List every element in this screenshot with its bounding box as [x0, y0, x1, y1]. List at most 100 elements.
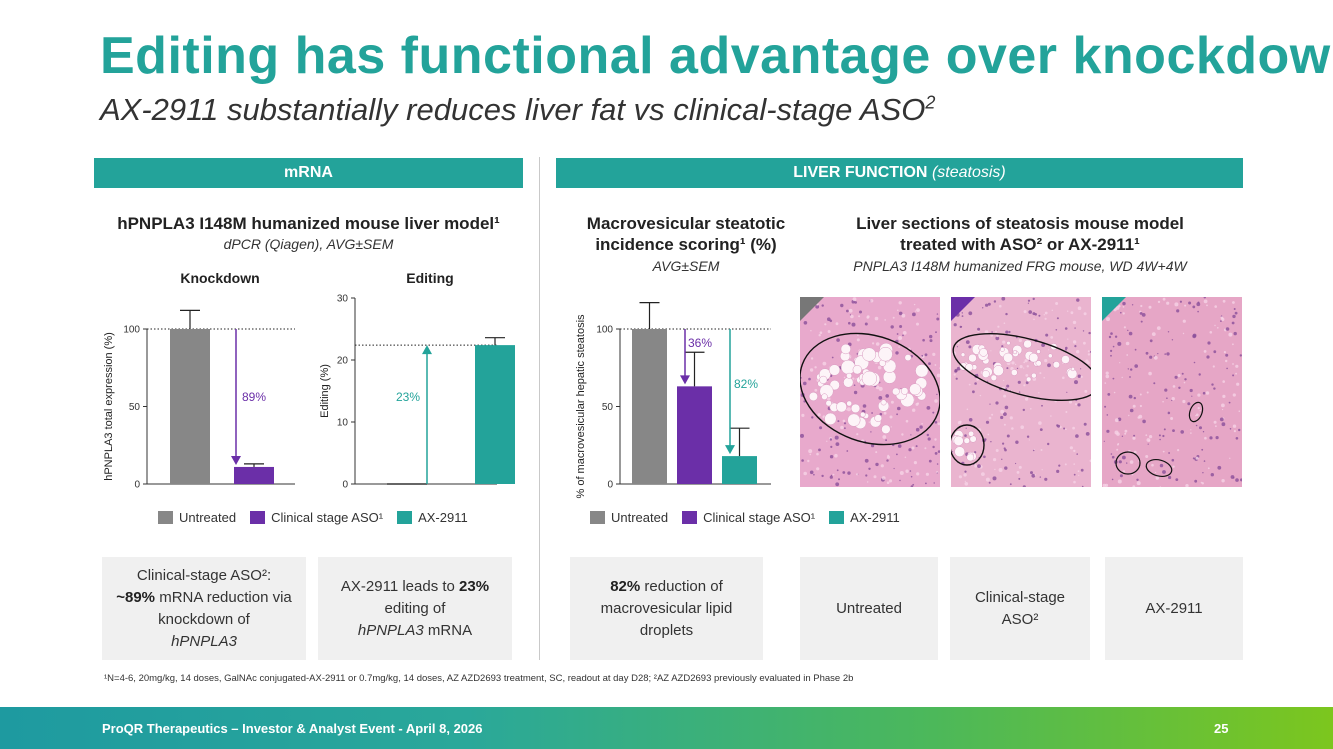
mrna-panel-subtitle: dPCR (Qiagen), AVG±SEM [223, 236, 394, 252]
tissue-speck [1043, 314, 1045, 316]
tissue-speck [1204, 436, 1207, 440]
tissue-speck [925, 472, 929, 476]
tissue-speck [827, 317, 831, 321]
tissue-speck [990, 350, 992, 352]
tissue-speck [1219, 417, 1224, 422]
tissue-speck [873, 475, 877, 479]
tissue-speck [875, 342, 880, 346]
editing-summary-text: AX-2911 leads to 23% editing of hPNPLA3 m… [341, 576, 489, 642]
tissue-speck [878, 386, 883, 391]
tissue-speck [1077, 470, 1080, 473]
tissue-speck [801, 413, 805, 417]
tissue-speck [997, 325, 1000, 328]
tissue-speck [963, 473, 967, 477]
tissue-speck [842, 471, 846, 474]
tissue-speck [1129, 408, 1134, 413]
tissue-speck [1074, 327, 1076, 329]
legend-aso-2: Clinical stage ASO¹ [682, 510, 815, 525]
lipid-droplet [840, 343, 851, 355]
tissue-speck [1014, 363, 1017, 366]
tissue-speck [1032, 297, 1035, 301]
editing-summary-pre: AX-2911 leads to [340, 577, 460, 595]
tissue-speck [935, 331, 937, 334]
lipid-droplet [861, 370, 878, 387]
tissue-speck [1107, 393, 1111, 396]
tissue-speck [865, 474, 868, 477]
y-tick-label: 100 [123, 325, 140, 336]
tissue-speck [959, 325, 962, 328]
tissue-speck [1203, 350, 1207, 353]
tissue-speck [1221, 422, 1226, 427]
tissue-speck [1180, 430, 1184, 434]
tissue-speck [886, 455, 891, 459]
tissue-speck [953, 323, 957, 327]
tissue-speck [1023, 310, 1027, 314]
tissue-speck [1139, 312, 1143, 315]
tissue-speck [1002, 442, 1005, 445]
tissue-speck [807, 459, 810, 463]
steatosis-chart-svg: 0 50 100 % of macrovesicular hepatic steato… [575, 302, 771, 499]
tissue-speck [1072, 320, 1077, 325]
tissue-speck [898, 301, 902, 305]
tissue-speck [1132, 436, 1136, 440]
tissue-speck [837, 420, 840, 423]
tissue-speck [1015, 440, 1019, 444]
tissue-speck [868, 467, 871, 470]
tissue-speck [836, 338, 840, 342]
tissue-speck [1055, 329, 1058, 331]
tissue-speck [808, 377, 811, 381]
tissue-speck [1043, 377, 1045, 379]
tissue-speck [922, 338, 925, 342]
tissue-speck [1124, 429, 1128, 433]
tissue-speck [1231, 321, 1235, 325]
fat-region-outline [951, 424, 985, 466]
tissue-speck [1155, 476, 1159, 480]
tissue-speck [1119, 474, 1123, 478]
tissue-speck [840, 303, 844, 308]
lipid-droplets [951, 430, 977, 462]
aso-reduction-arrow-head [680, 375, 690, 385]
tissue-speck [898, 311, 903, 316]
tissue-speck [1233, 430, 1236, 433]
tissue-speck [936, 373, 940, 378]
tissue-speck [1077, 374, 1081, 378]
tissue-speck [838, 478, 840, 481]
tissue-speck [814, 366, 817, 369]
lipid-droplet [862, 347, 877, 362]
tissue-speck [932, 411, 935, 414]
knockdown-summary-text: Clinical-stage ASO²: ~89% mRNA reduction … [102, 565, 306, 653]
tissue-speck [899, 471, 904, 475]
tissue-speck [1203, 460, 1206, 462]
tissue-speck [974, 382, 977, 385]
tissue-speck [1182, 332, 1185, 335]
tissue-speck [1159, 463, 1164, 468]
tissue-speck [929, 339, 933, 343]
tissue-speck [1217, 327, 1219, 329]
mrna-charts: 0 50 100 hPNPLA3 total expression (%) 89% 0 1… [103, 294, 515, 491]
tissue-speck [1003, 412, 1007, 416]
tissue-speck [1184, 378, 1187, 381]
legend-label-untreated: Untreated [179, 510, 237, 525]
tissue-speck [846, 450, 849, 452]
tissue-speck [1064, 463, 1067, 466]
tissue-speck [1198, 373, 1201, 376]
tissue-speck [1159, 438, 1161, 441]
tissue-speck [1181, 372, 1184, 375]
tissue-speck [996, 334, 999, 338]
tissue-speck [1149, 355, 1153, 359]
tissue-speck [1075, 434, 1079, 438]
lipid-droplet [966, 453, 975, 462]
liver-image-ax2911 [1102, 297, 1242, 487]
tissue-speck [1172, 465, 1175, 468]
tissue-speck [1134, 348, 1137, 351]
tissue-speck [871, 412, 873, 414]
y-tick-label: 50 [129, 402, 141, 413]
tissue-speck [1058, 464, 1061, 467]
tissue-speck [1032, 312, 1036, 316]
tissue-speck [1177, 374, 1181, 377]
tissue-speck [859, 310, 862, 314]
tissue-speck [1163, 428, 1166, 431]
lipid-droplet [909, 383, 922, 396]
tissue-speck [1206, 355, 1210, 359]
tissue-speck [1214, 324, 1216, 327]
